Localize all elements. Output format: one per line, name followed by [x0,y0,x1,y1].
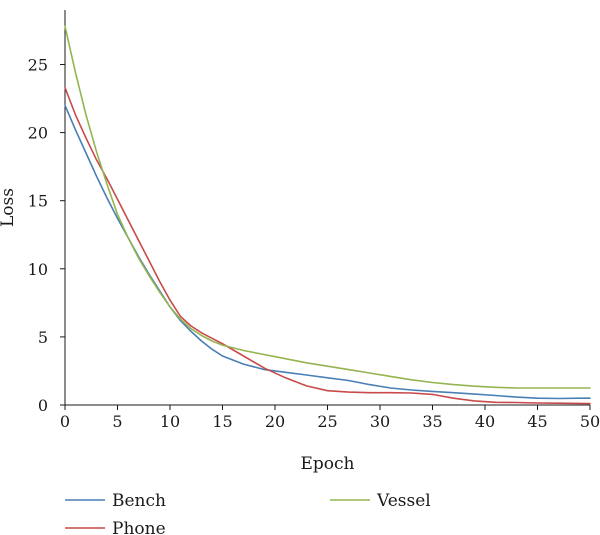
x-tick-label: 35 [422,412,442,431]
x-tick-label: 0 [60,412,70,431]
series-line-phone [64,86,591,405]
x-tick-label: 10 [160,412,180,431]
plot-lines [64,25,591,405]
y-tick-label: 5 [38,328,48,347]
y-tick-label: 15 [28,192,48,211]
x-tick-label: 20 [265,412,285,431]
y-tick-label: 20 [28,124,48,143]
y-tick-label: 0 [38,396,48,415]
series-line-vessel [64,25,591,389]
legend: Bench Phone Vessel [65,491,431,535]
x-tick-label: 25 [317,412,337,431]
y-axis-title: Loss [0,188,18,227]
x-tick-label: 30 [370,412,390,431]
y-tick-label: 25 [28,55,48,74]
x-tick-label: 50 [580,412,600,431]
x-axis-title: Epoch [301,454,355,474]
legend-label-bench: Bench [112,491,166,511]
axes: 0 5 10 15 20 25 30 35 40 45 50 0 5 10 15 20 25 [28,10,600,431]
x-tick-label: 45 [527,412,547,431]
legend-label-vessel: Vessel [376,491,431,511]
x-tick-label: 5 [112,412,122,431]
legend-label-phone: Phone [112,519,166,535]
x-tick-label: 40 [475,412,495,431]
y-tick-label: 10 [28,260,48,279]
series-line-bench [64,104,591,400]
x-tick-label: 15 [212,412,232,431]
